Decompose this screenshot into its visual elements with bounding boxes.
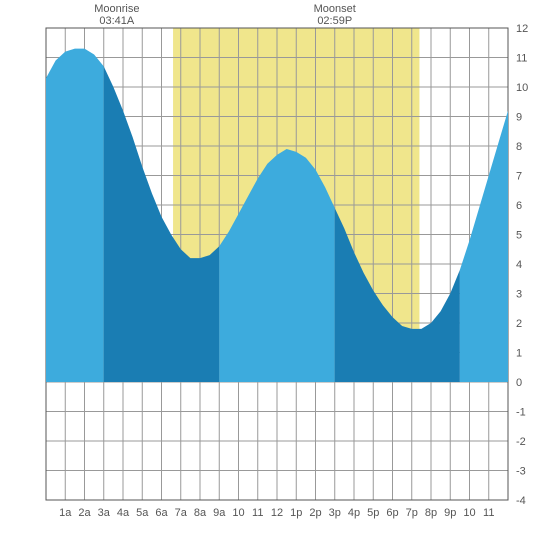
y-tick-label: -3: [516, 466, 526, 478]
x-tick-label: 5p: [367, 507, 379, 519]
y-tick-label: 0: [516, 377, 522, 389]
x-tick-label: 10: [463, 507, 475, 519]
tide-chart: -4-3-2-101234567891011121a2a3a4a5a6a7a8a…: [0, 0, 550, 550]
y-tick-label: 9: [516, 112, 522, 124]
x-tick-label: 1p: [290, 507, 302, 519]
x-tick-label: 9a: [213, 507, 226, 519]
x-tick-label: 2a: [78, 507, 91, 519]
chart-svg: -4-3-2-101234567891011121a2a3a4a5a6a7a8a…: [0, 0, 550, 550]
x-tick-label: 8a: [194, 507, 207, 519]
y-tick-label: -4: [516, 495, 526, 507]
x-tick-label: 7p: [406, 507, 418, 519]
moonset-value: 02:59P: [317, 15, 352, 27]
x-tick-label: 6a: [155, 507, 168, 519]
x-tick-label: 8p: [425, 507, 437, 519]
x-tick-label: 2p: [309, 507, 321, 519]
moonset-title: Moonset: [314, 3, 356, 15]
x-tick-label: 4p: [348, 507, 360, 519]
moonrise-value: 03:41A: [99, 15, 135, 27]
y-tick-label: -1: [516, 407, 526, 419]
x-tick-label: 3p: [329, 507, 341, 519]
x-tick-label: 6p: [386, 507, 398, 519]
y-tick-label: 5: [516, 230, 522, 242]
x-tick-label: 11: [483, 507, 494, 519]
x-tick-label: 7a: [175, 507, 188, 519]
x-tick-label: 11: [252, 507, 263, 519]
x-tick-label: 5a: [136, 507, 149, 519]
x-tick-label: 9p: [444, 507, 456, 519]
y-tick-label: 3: [516, 289, 522, 301]
x-tick-label: 3a: [98, 507, 111, 519]
x-tick-label: 10: [232, 507, 244, 519]
y-tick-label: 12: [516, 23, 528, 35]
y-tick-label: 7: [516, 171, 522, 183]
y-tick-label: 8: [516, 141, 522, 153]
y-tick-label: 6: [516, 200, 522, 212]
y-tick-label: 4: [516, 259, 522, 271]
y-tick-label: 1: [516, 348, 522, 360]
y-tick-label: 2: [516, 318, 522, 330]
x-tick-label: 4a: [117, 507, 130, 519]
moonrise-title: Moonrise: [94, 3, 139, 15]
y-tick-label: 11: [516, 53, 527, 65]
x-tick-label: 1a: [59, 507, 72, 519]
x-tick-label: 12: [271, 507, 283, 519]
y-tick-label: -2: [516, 436, 526, 448]
y-tick-label: 10: [516, 82, 528, 94]
